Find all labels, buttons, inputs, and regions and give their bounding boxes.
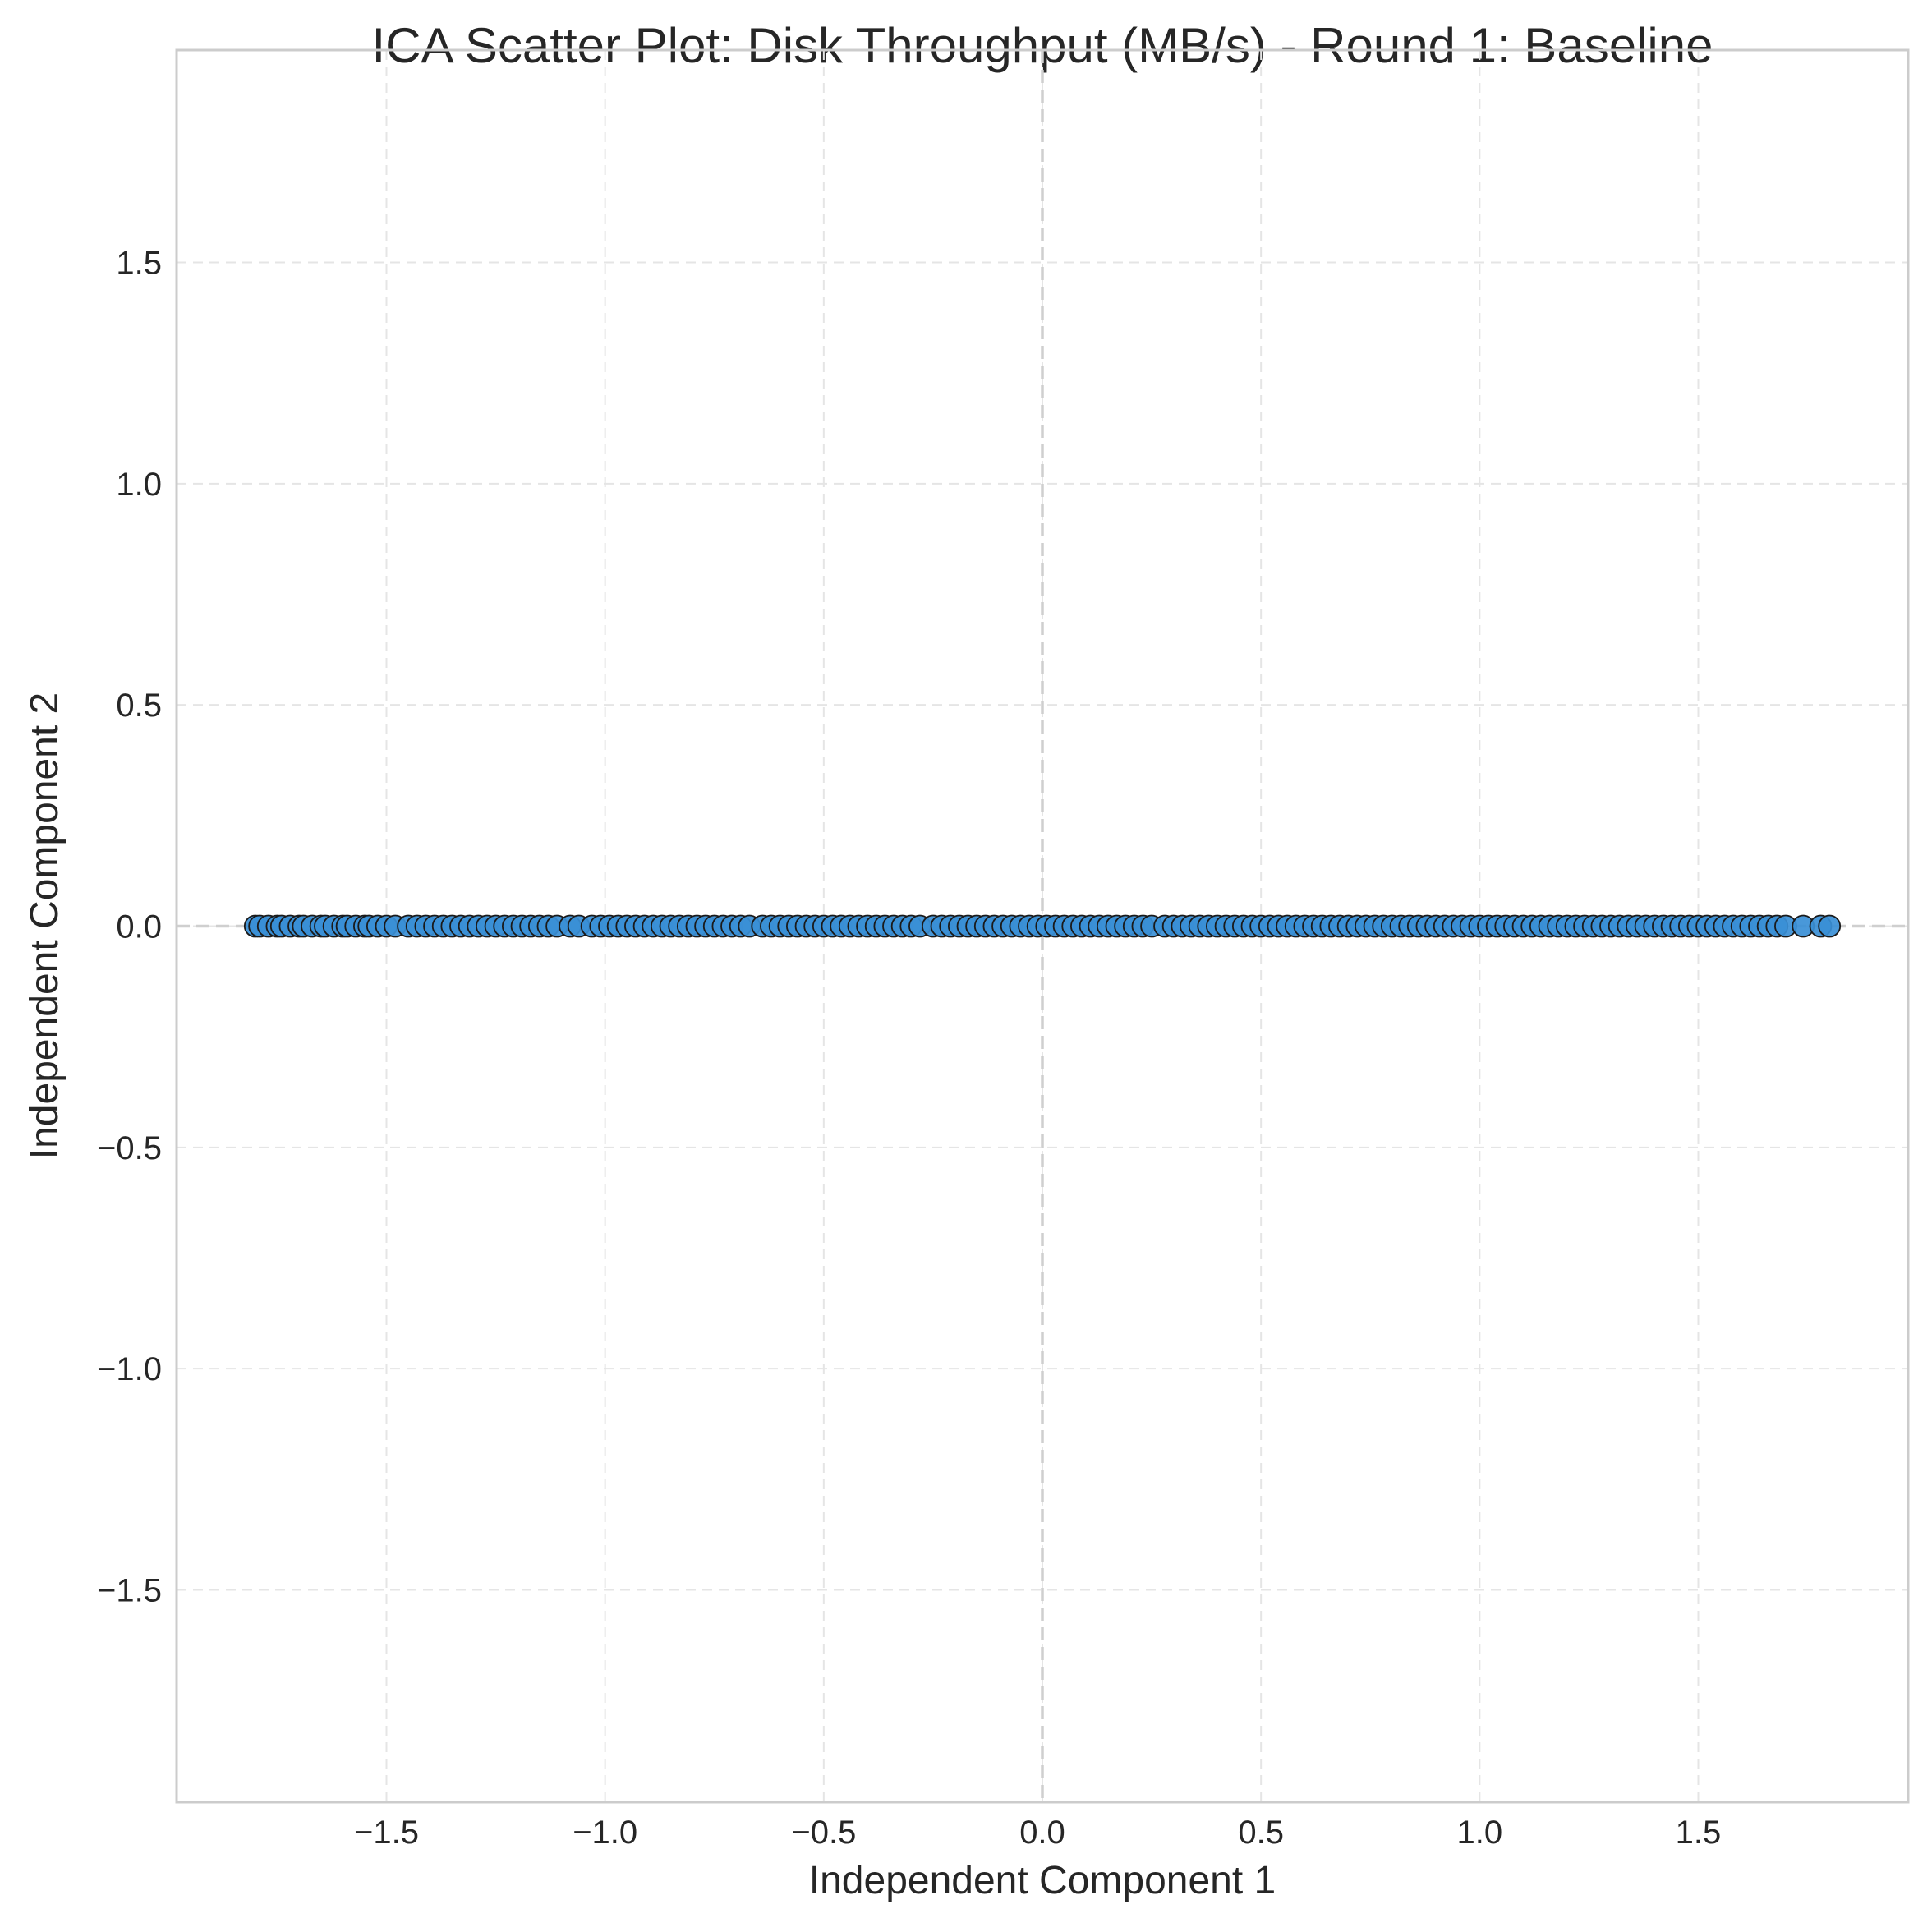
scatter-point [1818, 914, 1842, 938]
data-points [243, 914, 1842, 938]
plot-frame [175, 48, 1910, 1804]
x-tick-label: 0.5 [1238, 1815, 1284, 1851]
x-tick-label: 0.0 [1019, 1815, 1065, 1851]
x-tick-label: −1.5 [354, 1815, 419, 1851]
x-tick-label: −1.0 [573, 1815, 637, 1851]
y-tick-label: 1.0 [116, 467, 162, 503]
x-axis-label: Independent Component 1 [809, 1859, 1276, 1902]
x-tick-label: −0.5 [791, 1815, 856, 1851]
x-tick-labels: −1.5 −1.0 −0.5 0.0 0.5 1.0 1.5 [354, 1815, 1721, 1851]
y-tick-label: 0.5 [116, 688, 162, 724]
y-tick-label: 0.0 [116, 909, 162, 945]
chart-title: ICA Scatter Plot: Disk Throughput (MB/s)… [372, 18, 1714, 73]
x-tick-label: 1.0 [1457, 1815, 1503, 1851]
x-tick-label: 1.5 [1676, 1815, 1722, 1851]
y-tick-labels: −1.5 −1.0 −0.5 0.0 0.5 1.0 1.5 [97, 246, 162, 1609]
y-tick-label: −0.5 [97, 1130, 162, 1166]
y-tick-label: 1.5 [116, 246, 162, 282]
y-axis-label: Independent Component 2 [23, 692, 67, 1159]
y-tick-label: −1.5 [97, 1572, 162, 1608]
y-tick-label: −1.0 [97, 1351, 162, 1387]
